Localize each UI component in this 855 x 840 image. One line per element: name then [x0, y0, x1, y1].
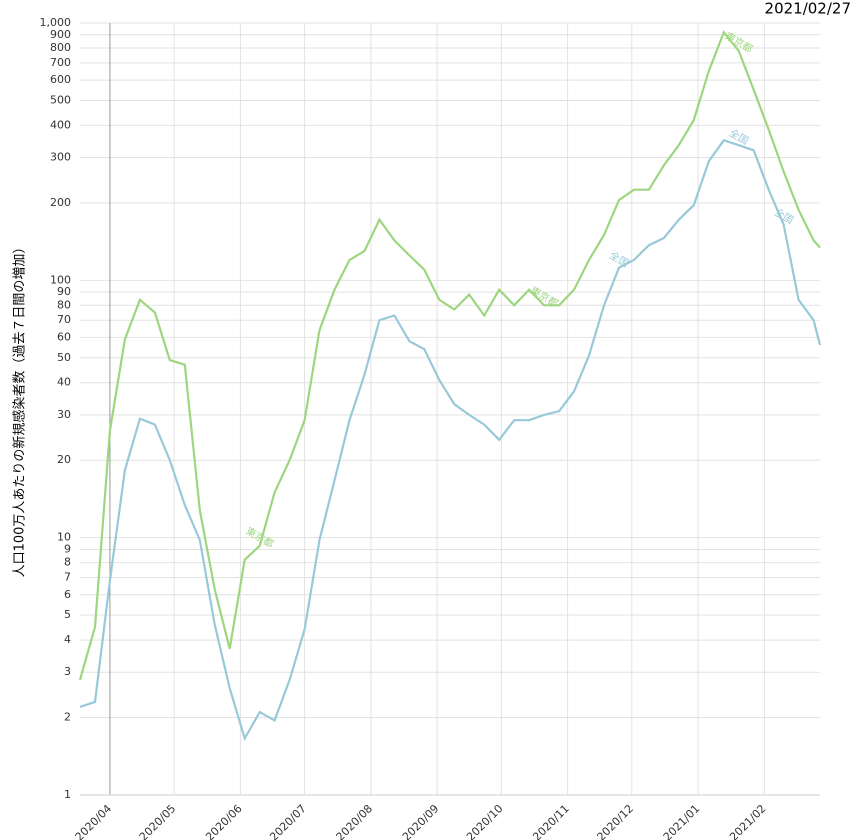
- y-tick-label: 50: [57, 351, 71, 364]
- x-tick-label: 2020/10: [464, 802, 506, 840]
- y-tick-label: 8: [64, 556, 71, 569]
- x-tick-label: 2020/05: [137, 802, 179, 840]
- y-tick-label: 500: [50, 93, 71, 106]
- x-tick-label: 2021/01: [661, 802, 703, 840]
- y-tick-label: 5: [64, 608, 71, 621]
- x-tick-label: 2020/08: [334, 802, 376, 840]
- y-tick-label: 90: [57, 285, 71, 298]
- y-tick-label: 700: [50, 56, 71, 69]
- y-tick-label: 300: [50, 151, 71, 164]
- y-tick-label: 6: [64, 588, 71, 601]
- x-tick-label: 2020/11: [530, 802, 572, 840]
- y-tick-label: 7: [64, 571, 71, 584]
- x-tick-label: 2021/02: [727, 802, 769, 840]
- y-axis-label: 人口100万人あたりの新規感染者数（過去７日間の増加）: [12, 241, 28, 578]
- chart-date: 2021/02/27: [765, 0, 851, 18]
- y-tick-label: 4: [64, 633, 71, 646]
- y-tick-label: 100: [50, 273, 71, 286]
- y-tick-label: 400: [50, 118, 71, 131]
- y-tick-label: 200: [50, 196, 71, 209]
- x-tick-label: 2020/09: [400, 802, 442, 840]
- y-tick-label: 2: [64, 711, 71, 724]
- y-tick-label: 10: [57, 531, 71, 544]
- y-tick-label: 30: [57, 408, 71, 421]
- y-tick-label: 20: [57, 453, 71, 466]
- series-line: [78, 30, 821, 681]
- x-tick-label: 2020/04: [73, 802, 115, 840]
- y-tick-label: 900: [50, 28, 71, 41]
- y-tick-label: 40: [57, 376, 71, 389]
- series-label: 全国: [772, 205, 796, 226]
- x-tick-label: 2020/06: [203, 802, 245, 840]
- y-tick-label: 1: [64, 788, 71, 801]
- series-label: 全国: [607, 249, 631, 270]
- y-tick-label: 600: [50, 73, 71, 86]
- y-tick-label: 80: [57, 298, 71, 311]
- y-tick-label: 800: [50, 41, 71, 54]
- y-tick-label: 60: [57, 330, 71, 343]
- series-line: [79, 139, 822, 742]
- y-tick-label: 1,000: [40, 16, 72, 29]
- y-tick-label: 9: [64, 542, 71, 555]
- y-tick-label: 3: [64, 665, 71, 678]
- x-tick-label: 2020/07: [267, 802, 309, 840]
- x-tick-label: 2020/12: [595, 802, 637, 840]
- series-label: 全国: [727, 126, 751, 147]
- y-tick-label: 70: [57, 313, 71, 326]
